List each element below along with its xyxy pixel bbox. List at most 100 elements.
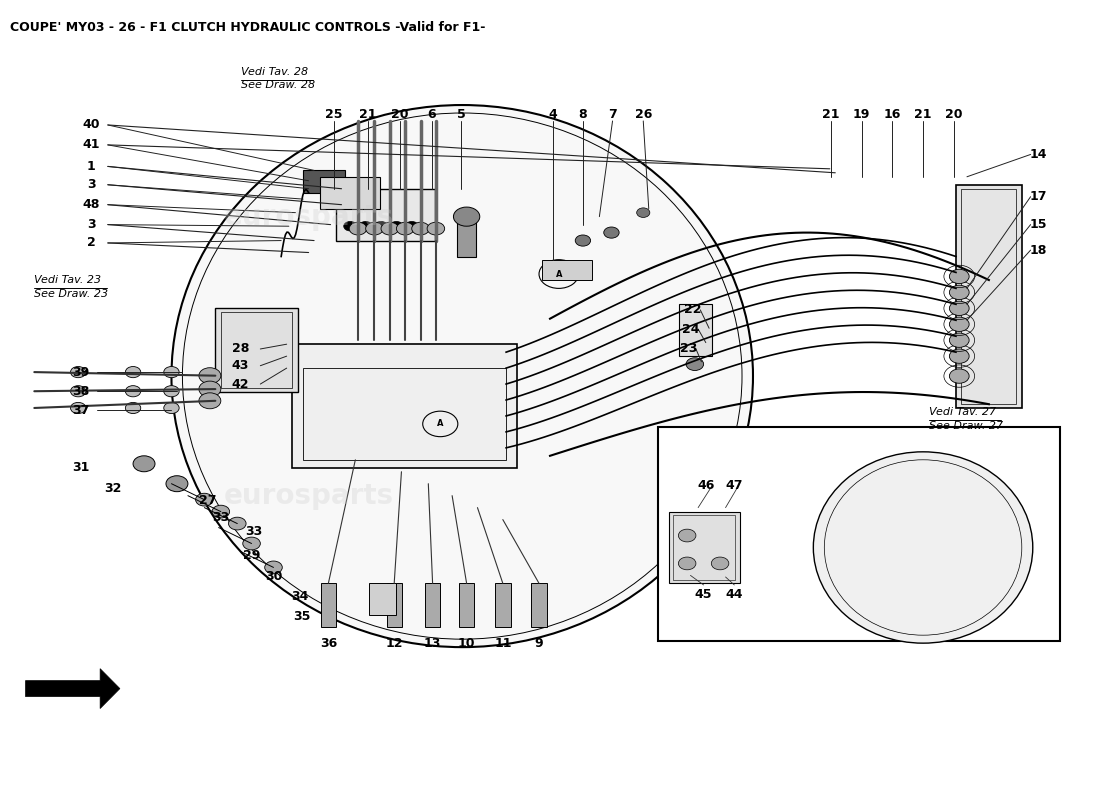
Text: 38: 38 [72,385,89,398]
Text: A: A [556,270,562,278]
Text: 48: 48 [82,198,100,211]
Text: 39: 39 [72,366,89,378]
Circle shape [679,529,696,542]
Text: 9: 9 [535,638,543,650]
Bar [459,583,474,627]
Text: See Draw. 27: See Draw. 27 [928,421,1003,430]
Bar [386,583,402,627]
Text: 1: 1 [87,160,96,173]
Text: A: A [437,419,443,429]
Circle shape [70,366,86,378]
Text: 21: 21 [822,108,839,121]
Circle shape [637,208,650,218]
Text: 40: 40 [82,118,100,131]
Bar [321,583,336,627]
Text: 22: 22 [684,303,702,317]
Bar [456,217,476,257]
Bar [673,515,736,580]
Circle shape [243,537,261,550]
Text: Vedi Tav. 23: Vedi Tav. 23 [34,275,101,286]
Circle shape [949,270,969,284]
Circle shape [265,561,283,574]
Bar [221,312,293,388]
Circle shape [343,222,356,231]
Text: 35: 35 [294,610,310,623]
Text: 2: 2 [87,237,96,250]
Text: 31: 31 [72,462,89,474]
Circle shape [70,402,86,414]
Circle shape [949,369,969,383]
Text: 47: 47 [726,479,744,492]
Circle shape [374,222,387,231]
Text: 7: 7 [608,108,617,121]
Circle shape [453,207,480,226]
Circle shape [199,381,221,397]
Circle shape [349,222,366,235]
Text: 10: 10 [458,638,475,650]
Bar [961,189,1016,404]
Circle shape [712,557,729,570]
Circle shape [125,386,141,397]
Circle shape [70,386,86,397]
Circle shape [212,506,230,518]
Text: 24: 24 [682,322,700,335]
Circle shape [949,349,969,363]
Text: 33: 33 [245,525,263,538]
Circle shape [575,235,591,246]
Text: 18: 18 [1030,244,1047,257]
Text: 34: 34 [292,590,308,603]
Circle shape [125,366,141,378]
Circle shape [396,222,414,235]
Bar [336,189,434,241]
Text: 30: 30 [265,570,283,582]
Circle shape [411,222,429,235]
Text: 23: 23 [680,342,697,355]
Text: 32: 32 [104,482,122,495]
Polygon shape [25,669,120,709]
Text: 46: 46 [697,479,715,492]
Text: 43: 43 [232,359,250,372]
Text: 26: 26 [635,108,652,121]
Circle shape [199,393,221,409]
Text: See Draw. 28: See Draw. 28 [241,80,315,90]
Bar [495,583,510,627]
Circle shape [604,227,619,238]
Circle shape [196,494,213,506]
Text: 29: 29 [243,549,261,562]
Bar [669,512,740,583]
Text: 25: 25 [326,108,342,121]
Text: 17: 17 [1030,190,1047,203]
Text: 28: 28 [232,342,250,355]
Text: 14: 14 [1030,148,1047,161]
Text: 44: 44 [726,588,744,601]
Circle shape [164,386,179,397]
Text: 42: 42 [232,378,250,390]
Text: 3: 3 [87,218,96,231]
Circle shape [389,222,403,231]
Circle shape [229,517,246,530]
Ellipse shape [172,105,754,647]
Text: 20: 20 [390,108,408,121]
Bar [293,344,517,468]
Text: eurosparts: eurosparts [223,482,394,510]
Circle shape [133,456,155,472]
Text: 45: 45 [695,588,713,601]
Text: 41: 41 [82,138,100,151]
Text: 8: 8 [579,108,587,121]
Circle shape [125,402,141,414]
Bar [542,261,592,281]
Text: Vedi Tav. 28: Vedi Tav. 28 [241,66,308,77]
Circle shape [365,222,383,235]
Text: 19: 19 [852,108,870,121]
Text: 36: 36 [320,638,337,650]
Circle shape [164,402,179,414]
Text: 12: 12 [385,638,403,650]
Bar [531,583,547,627]
Text: 13: 13 [424,638,441,650]
Bar [216,308,298,392]
Circle shape [405,222,418,231]
Circle shape [686,358,704,370]
Text: 3: 3 [87,178,96,191]
Text: 21: 21 [914,108,932,121]
Ellipse shape [813,452,1033,643]
